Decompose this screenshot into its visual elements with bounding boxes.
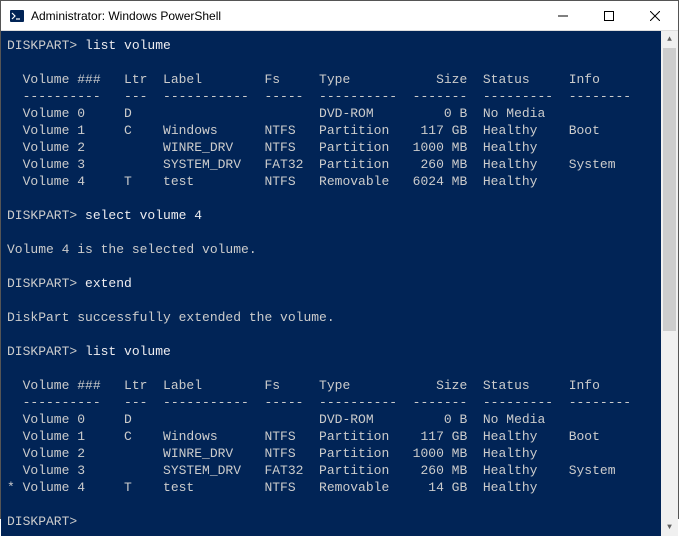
output-line: ---------- --- ----------- ----- -------… — [7, 394, 661, 411]
prompt-line: DISKPART> extend — [7, 275, 661, 292]
titlebar[interactable]: Administrator: Windows PowerShell — [1, 1, 678, 31]
output-line: Volume 2 WINRE_DRV NTFS Partition 1000 M… — [7, 445, 661, 462]
window-title: Administrator: Windows PowerShell — [31, 9, 221, 23]
scroll-up-button[interactable]: ▲ — [661, 31, 678, 48]
scroll-track[interactable] — [661, 48, 678, 519]
output-line: Volume ### Ltr Label Fs Type Size Status… — [7, 377, 661, 394]
scroll-down-button[interactable]: ▼ — [661, 519, 678, 536]
scroll-thumb[interactable] — [663, 48, 676, 331]
blank-line — [7, 258, 661, 275]
blank-line — [7, 190, 661, 207]
blank-line — [7, 496, 661, 513]
output-line: Volume 1 C Windows NTFS Partition 117 GB… — [7, 428, 661, 445]
console-area: DISKPART> list volume Volume ### Ltr Lab… — [1, 31, 678, 536]
blank-line — [7, 224, 661, 241]
powershell-window: Administrator: Windows PowerShell DISKPA… — [0, 0, 679, 519]
output-line: Volume ### Ltr Label Fs Type Size Status… — [7, 71, 661, 88]
output-line: Volume 4 is the selected volume. — [7, 241, 661, 258]
output-line: Volume 2 WINRE_DRV NTFS Partition 1000 M… — [7, 139, 661, 156]
minimize-button[interactable] — [540, 1, 586, 31]
output-line: Volume 1 C Windows NTFS Partition 117 GB… — [7, 122, 661, 139]
blank-line — [7, 326, 661, 343]
output-line: Volume 4 T test NTFS Removable 6024 MB H… — [7, 173, 661, 190]
output-line: DiskPart successfully extended the volum… — [7, 309, 661, 326]
output-line: Volume 0 D DVD-ROM 0 B No Media — [7, 105, 661, 122]
prompt-line: DISKPART> list volume — [7, 37, 661, 54]
output-line: ---------- --- ----------- ----- -------… — [7, 88, 661, 105]
blank-line — [7, 360, 661, 377]
blank-line — [7, 54, 661, 71]
prompt-line: DISKPART> list volume — [7, 343, 661, 360]
prompt-line: DISKPART> select volume 4 — [7, 207, 661, 224]
console-output[interactable]: DISKPART> list volume Volume ### Ltr Lab… — [1, 31, 661, 536]
blank-line — [7, 292, 661, 309]
maximize-button[interactable] — [586, 1, 632, 31]
app-icon — [9, 8, 25, 24]
close-button[interactable] — [632, 1, 678, 31]
vertical-scrollbar[interactable]: ▲ ▼ — [661, 31, 678, 536]
output-line: Volume 3 SYSTEM_DRV FAT32 Partition 260 … — [7, 462, 661, 479]
output-line: * Volume 4 T test NTFS Removable 14 GB H… — [7, 479, 661, 496]
output-line: Volume 0 D DVD-ROM 0 B No Media — [7, 411, 661, 428]
output-line: Volume 3 SYSTEM_DRV FAT32 Partition 260 … — [7, 156, 661, 173]
prompt-line[interactable]: DISKPART> — [7, 513, 661, 530]
